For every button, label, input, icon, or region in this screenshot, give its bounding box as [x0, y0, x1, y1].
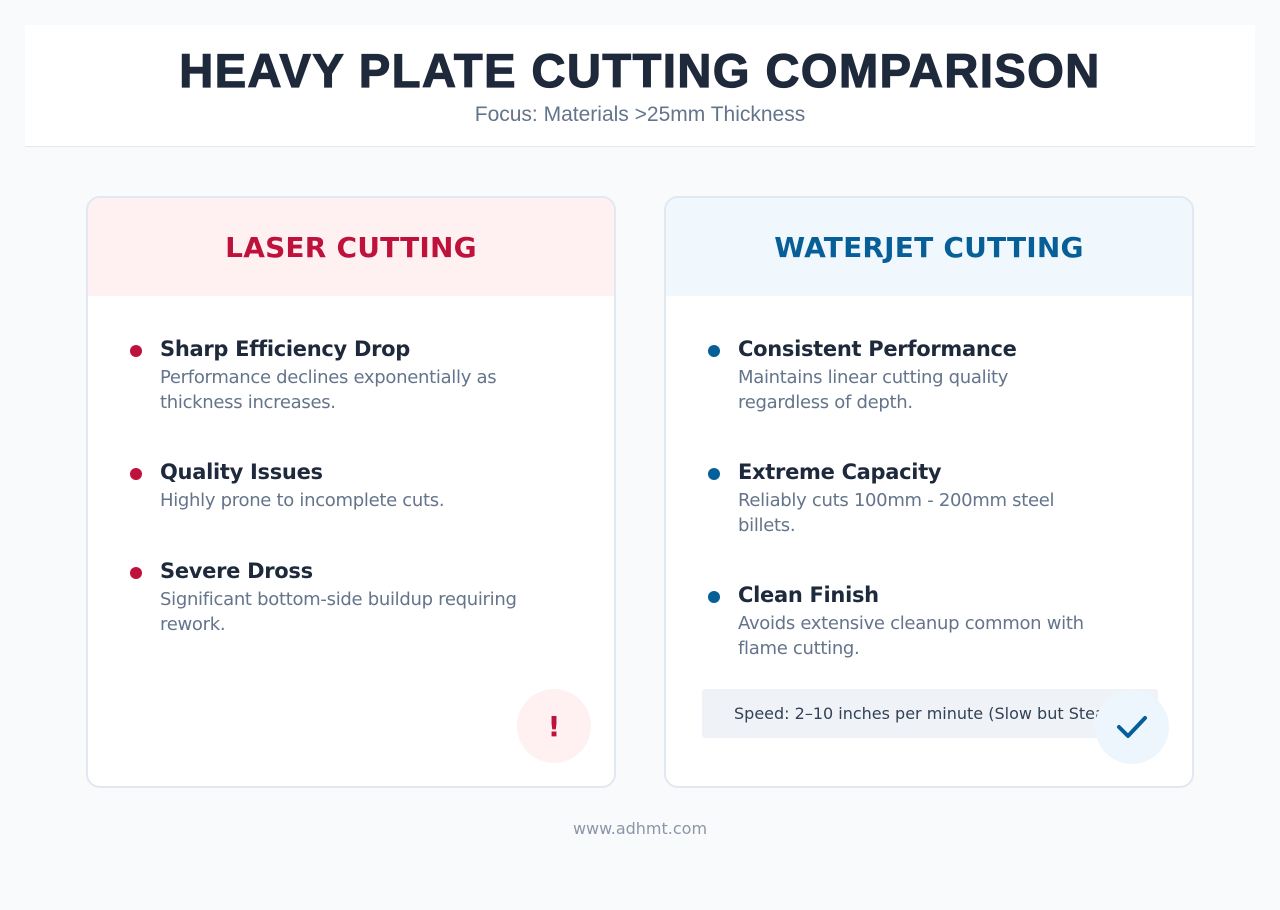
item-title: Extreme Capacity [738, 460, 942, 484]
bullet-dot-icon [130, 345, 142, 357]
item-title: Clean Finish [738, 583, 879, 607]
item-title: Sharp Efficiency Drop [160, 337, 410, 361]
item-title: Consistent Performance [738, 337, 1017, 361]
card-title: LASER CUTTING [88, 198, 614, 296]
waterjet-cutting-card: WATERJET CUTTING Consistent Performance … [664, 196, 1194, 788]
list-item: Extreme Capacity Reliably cuts 100mm - 2… [708, 457, 1138, 538]
page-subtitle: Focus: Materials >25mm Thickness [474, 103, 806, 126]
bullet-dot-icon [708, 345, 720, 357]
footer-url: www.adhmt.com [572, 819, 708, 838]
bullet-dot-icon [130, 567, 142, 579]
item-description: Significant bottom-side buildup requirin… [160, 589, 517, 635]
list-item: Sharp Efficiency Drop Performance declin… [130, 334, 560, 415]
page-header: HEAVY PLATE CUTTING COMPARISON Focus: Ma… [25, 25, 1255, 147]
checkmark-icon [1095, 690, 1169, 764]
laser-cutting-card: LASER CUTTING Sharp Efficiency Drop Perf… [86, 196, 616, 788]
item-title: Severe Dross [160, 559, 313, 583]
checkmark-glyph-icon [1117, 716, 1147, 738]
bullet-dot-icon [708, 468, 720, 480]
bullet-dot-icon [708, 591, 720, 603]
page-title: HEAVY PLATE CUTTING COMPARISON [179, 44, 1101, 97]
bullet-dot-icon [130, 468, 142, 480]
item-title: Quality Issues [160, 460, 323, 484]
item-description: Maintains linear cutting quality regardl… [738, 367, 1009, 413]
list-item: Severe Dross Significant bottom-side bui… [130, 556, 560, 637]
item-description: Avoids extensive cleanup common with fla… [738, 613, 1084, 659]
item-description: Highly prone to incomplete cuts. [160, 490, 445, 511]
item-description: Performance declines exponentially as th… [160, 367, 497, 413]
speed-note: Speed: 2–10 inches per minute (Slow but … [702, 689, 1158, 738]
list-item: Clean Finish Avoids extensive cleanup co… [708, 580, 1138, 661]
item-description: Reliably cuts 100mm - 200mm steel billet… [738, 490, 1055, 536]
list-item: Quality Issues Highly prone to incomplet… [130, 457, 560, 513]
list-item: Consistent Performance Maintains linear … [708, 334, 1138, 415]
warning-icon: ! [517, 689, 591, 763]
card-title: WATERJET CUTTING [666, 198, 1192, 296]
